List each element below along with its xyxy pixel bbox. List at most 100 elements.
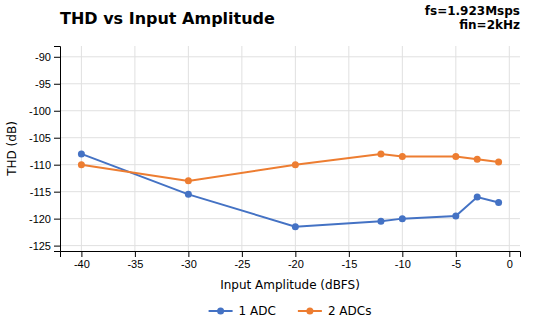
x-tick-mark (349, 251, 350, 257)
y-grid-line (60, 137, 520, 138)
y-tick-mark (54, 57, 60, 58)
plot: -40 -35 -30 -25 -20 -15 -10 -5 0 -90 -95 -100 -105 -1… (29, 46, 521, 270)
x-tick-label: -20 (288, 258, 304, 270)
y-grid-line (60, 110, 520, 111)
y-grid-line (60, 218, 520, 219)
y-tick-mark (54, 192, 60, 193)
series-point (474, 194, 481, 201)
x-axis: -40 -35 -30 -25 -20 -15 -10 -5 0 (61, 251, 521, 270)
series-point (292, 223, 299, 230)
series-point (452, 212, 459, 219)
legend-label: 2 ADCs (328, 304, 372, 318)
y-grid-line (60, 191, 520, 192)
series-point (452, 153, 459, 160)
y-tick-label: -110 (30, 159, 51, 171)
x-grid-line (455, 46, 456, 251)
legend-marker (217, 308, 224, 315)
x-axis-line (61, 252, 521, 258)
series-line (81, 154, 498, 181)
x-tick: -15 (341, 251, 357, 270)
series-point (377, 218, 384, 225)
y-tick: -125 (29, 240, 60, 252)
y-tick: -120 (29, 213, 60, 225)
y-tick-mark (54, 84, 60, 85)
marks (78, 150, 502, 230)
x-tick-mark (188, 251, 189, 257)
x-grid-line (241, 46, 242, 251)
y-tick: -95 (35, 78, 60, 90)
series-point (399, 153, 406, 160)
y-grid-line (60, 245, 520, 246)
x-tick-label: -15 (341, 258, 357, 270)
x-tick-label: -10 (395, 258, 411, 270)
legend-item: 1 ADC (209, 304, 276, 318)
series-point (495, 199, 502, 206)
series-point (185, 177, 192, 184)
legend-label: 1 ADC (239, 304, 276, 318)
y-tick: -90 (35, 51, 60, 63)
y-tick-mark (54, 138, 60, 139)
x-tick-mark (135, 251, 136, 257)
legend-marker (306, 308, 313, 315)
y-tick-label: -105 (29, 132, 51, 144)
x-tick-label: -5 (451, 258, 461, 270)
y-tick-mark (54, 111, 60, 112)
y-tick: -110 (30, 159, 60, 171)
x-grid-line (348, 46, 349, 251)
annotation: fs=1.923Msps (425, 4, 520, 18)
y-grid-line (60, 56, 520, 57)
series-point (78, 161, 85, 168)
y-tick-label: -125 (29, 240, 51, 252)
x-tick: -5 (451, 251, 461, 270)
legend-item: 2 ADCs (298, 304, 372, 318)
x-grid-line (134, 46, 135, 251)
y-tick-label: -100 (29, 105, 51, 117)
series-point (474, 156, 481, 163)
chart: -40 -35 -30 -25 -20 -15 -10 -5 0 -90 -95 -100 -105 -1… (0, 0, 540, 325)
y-tick-mark (54, 165, 60, 166)
y-tick-label: -115 (30, 186, 51, 198)
x-tick-mark (509, 251, 510, 257)
legend: 1 ADC 2 ADCs (209, 304, 372, 318)
series-point (495, 158, 502, 165)
series-point (185, 191, 192, 198)
y-grid-line (60, 83, 520, 84)
x-axis-title: Input Amplitude (dBFS) (220, 278, 360, 292)
x-tick: 0 (507, 251, 513, 270)
series-point (399, 215, 406, 222)
title: THD vs Input Amplitude (60, 9, 275, 28)
annotation: fin=2kHz (459, 18, 520, 32)
y-axis-title: THD (dB) (5, 121, 19, 177)
series-point (78, 150, 85, 157)
x-tick-label: -40 (74, 258, 90, 270)
x-tick-label: 0 (507, 258, 513, 270)
y-tick: -100 (29, 105, 60, 117)
series-line (81, 154, 498, 227)
grid (60, 46, 520, 251)
x-grid-line (295, 46, 296, 251)
x-tick: -40 (74, 251, 90, 270)
y-tick-label: -90 (35, 51, 51, 63)
x-grid-line (509, 46, 510, 251)
series-point (292, 161, 299, 168)
y-tick-mark (54, 219, 60, 220)
x-tick-label: -30 (181, 258, 197, 270)
y-axis: -90 -95 -100 -105 -110 -115 -120 -125 (29, 47, 61, 252)
x-tick: -35 (127, 251, 143, 270)
y-tick: -115 (30, 186, 60, 198)
x-tick: -30 (181, 251, 197, 270)
x-tick-mark (402, 251, 403, 257)
y-tick: -105 (29, 132, 60, 144)
x-tick-mark (81, 251, 82, 257)
series-point (377, 150, 384, 157)
y-axis-line (54, 47, 61, 252)
x-tick-label: -35 (127, 258, 143, 270)
y-tick-label: -95 (35, 78, 51, 90)
x-tick-label: -25 (234, 258, 250, 270)
x-tick-mark (295, 251, 296, 257)
y-tick-label: -120 (29, 213, 51, 225)
y-tick-mark (54, 246, 60, 247)
x-tick: -20 (288, 251, 304, 270)
x-tick-mark (456, 251, 457, 257)
x-grid-line (81, 46, 82, 251)
